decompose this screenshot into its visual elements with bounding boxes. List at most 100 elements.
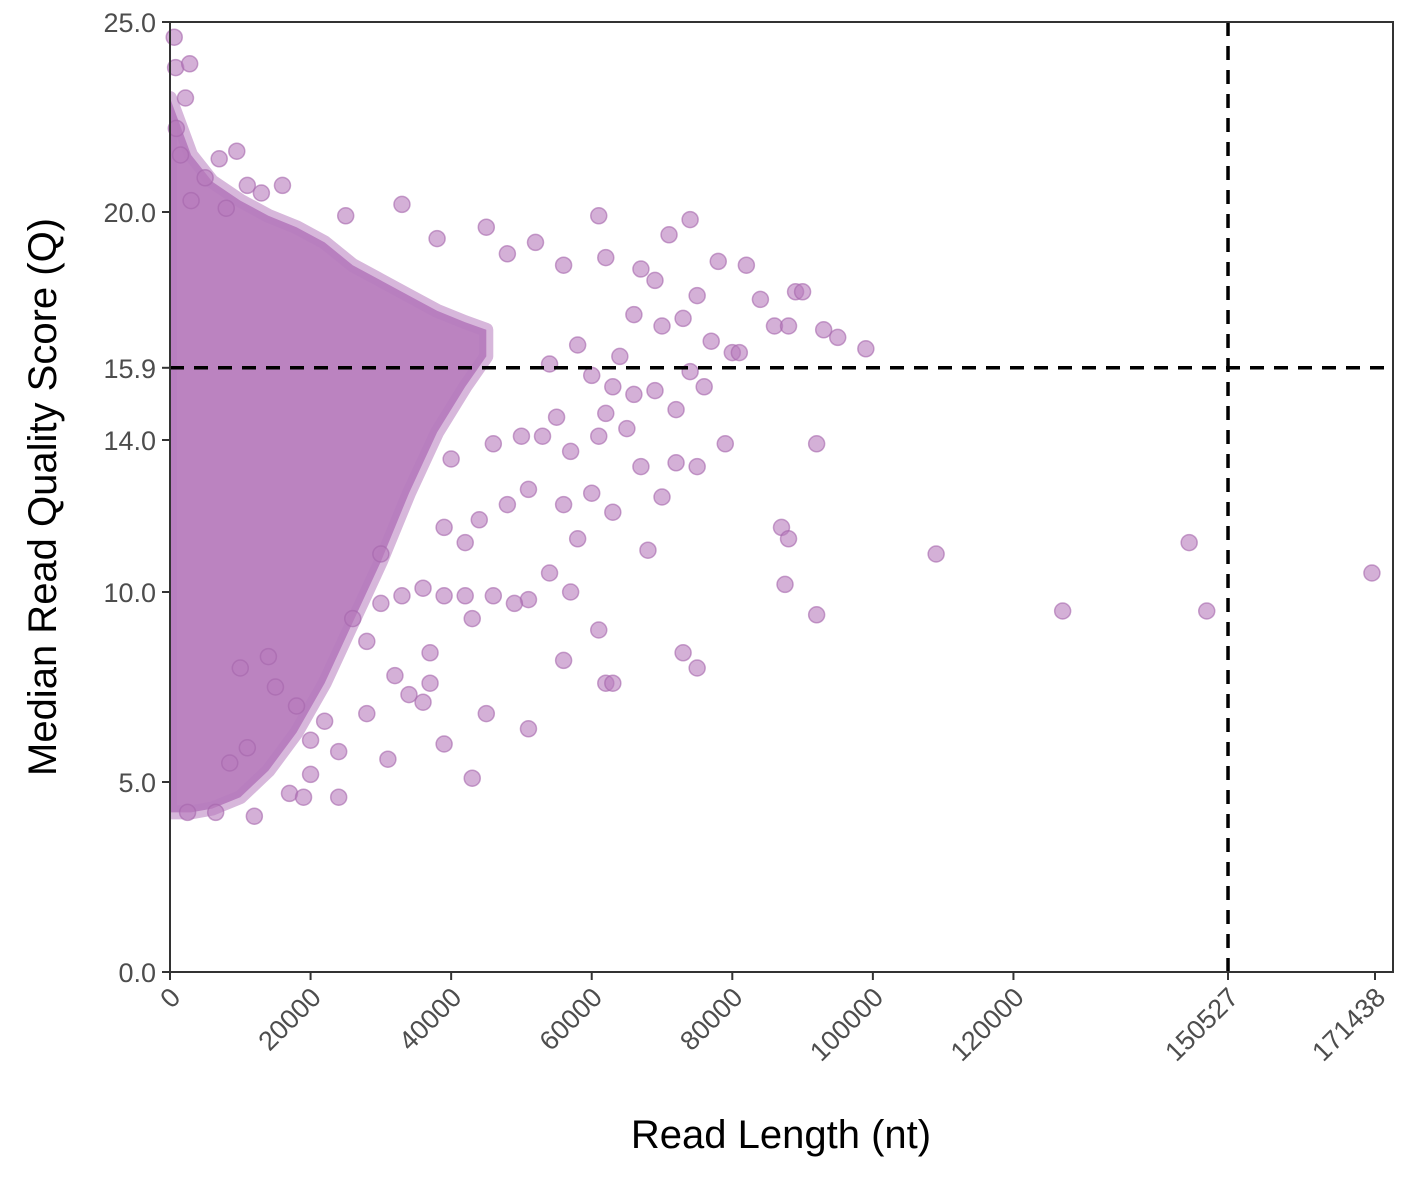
data-point (171, 146, 190, 164)
data-point (674, 644, 692, 662)
data-point (604, 378, 622, 396)
data-point (519, 480, 538, 499)
data-point (231, 659, 250, 677)
data-point (625, 305, 643, 324)
data-point (178, 803, 197, 822)
data-point (358, 632, 376, 651)
data-point (400, 685, 418, 704)
data-point (336, 207, 355, 225)
data-point (238, 176, 257, 195)
data-point (590, 207, 608, 225)
data-point (287, 697, 306, 715)
y-tick-label: 15.9 (103, 354, 156, 384)
data-point (421, 674, 439, 692)
data-point (294, 788, 313, 806)
data-point (646, 381, 664, 400)
data-point (456, 587, 474, 605)
data-point (477, 704, 496, 723)
data-point (358, 704, 376, 723)
data-points (165, 28, 1381, 825)
data-point (505, 594, 524, 613)
data-point (611, 347, 629, 366)
data-point (477, 218, 496, 236)
data-point (618, 419, 636, 438)
data-point (379, 750, 397, 768)
data-point (828, 328, 847, 347)
data-point (372, 594, 390, 613)
data-point (301, 765, 320, 784)
data-point (1197, 602, 1216, 620)
data-point (590, 621, 608, 639)
data-point (165, 28, 183, 46)
data-point (604, 674, 622, 692)
data-point (751, 290, 770, 309)
data-point (167, 119, 186, 138)
data-point (632, 260, 650, 278)
data-point (568, 530, 587, 548)
data-point (393, 195, 411, 214)
x-axis-title: Read Length (nt) (631, 1113, 931, 1157)
y-axis-title: Median Read Quality Score (Q) (21, 218, 65, 776)
data-point (484, 587, 503, 605)
data-point (779, 530, 798, 548)
data-point (688, 286, 706, 305)
y-tick-label: 5.0 (118, 768, 156, 798)
data-point (927, 545, 945, 563)
y-axis: 0.0 5.0 10.0 14.0 15.9 20.0 25.0 (103, 8, 170, 988)
data-point (393, 587, 411, 605)
data-point (372, 545, 390, 563)
data-point (639, 541, 657, 559)
data-point (807, 435, 826, 453)
data-point (688, 457, 706, 476)
data-point (597, 248, 615, 267)
data-point (653, 317, 671, 335)
data-point (414, 579, 432, 597)
data-point (533, 427, 552, 445)
data-point (681, 210, 699, 229)
data-point (632, 457, 650, 476)
data-point (228, 142, 246, 160)
y-tick-label: 0.0 (118, 958, 156, 988)
data-point (463, 609, 481, 628)
data-point (653, 488, 671, 506)
data-point (597, 404, 615, 423)
data-point (681, 362, 699, 381)
data-point (414, 693, 432, 711)
data-point (793, 283, 812, 301)
data-point (252, 184, 271, 202)
data-point (1053, 602, 1072, 620)
data-point (435, 587, 453, 605)
point-cloud-core (170, 91, 494, 820)
data-point (561, 442, 580, 461)
data-point (470, 511, 489, 529)
data-point (329, 742, 348, 761)
y-tick-label: 14.0 (103, 426, 156, 456)
data-point (386, 666, 404, 685)
data-point (182, 191, 200, 210)
data-point (217, 199, 235, 217)
data-point (625, 385, 643, 404)
plot-border (169, 21, 1394, 973)
data-point (814, 321, 833, 339)
data-point (421, 644, 439, 662)
data-point (210, 150, 228, 168)
data-point (519, 720, 538, 738)
y-tick-label: 10.0 (103, 578, 156, 608)
data-point (435, 518, 453, 537)
data-point (259, 647, 278, 666)
data-point (547, 408, 566, 426)
data-point (582, 484, 601, 502)
data-point (220, 754, 239, 772)
data-point (779, 317, 798, 335)
data-point (329, 788, 348, 806)
data-point (343, 609, 362, 628)
data-point (498, 495, 517, 514)
data-point (512, 427, 531, 445)
data-point (582, 366, 601, 385)
data-point (857, 340, 875, 358)
data-point (807, 606, 826, 624)
data-point (484, 435, 503, 453)
data-point (709, 252, 727, 271)
data-point (206, 803, 225, 822)
